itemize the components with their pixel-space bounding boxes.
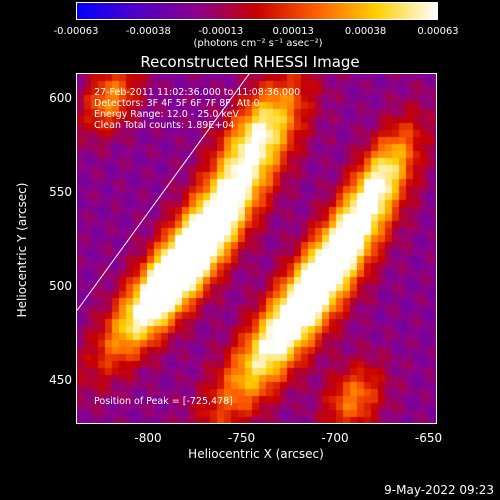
colorbar-tick-label: -0.00038 bbox=[125, 26, 171, 37]
annotation-detectors: Detectors: 3F 4F 5F 6F 7F 8F, Att 0 bbox=[94, 98, 260, 109]
colorbar-tick-label: -0.00013 bbox=[198, 26, 244, 37]
colorbar-tick-label: 0.00038 bbox=[344, 26, 387, 37]
colorbar-tick-label: 0.00063 bbox=[417, 26, 459, 37]
annotation-peak-position: Position of Peak = [-725,478] bbox=[94, 396, 233, 407]
colorbar-tick-label: 0.00013 bbox=[272, 26, 314, 37]
x-tick-label: -800 bbox=[134, 431, 162, 445]
y-tick-label: 600 bbox=[49, 91, 72, 106]
colorbar-tick-label: -0.00063 bbox=[53, 26, 99, 37]
x-tick-label: -700 bbox=[321, 431, 349, 445]
footer-timestamp: 9-May-2022 09:23 bbox=[384, 483, 494, 497]
plot-area: 27-Feb-2011 11:02:36.000 to 11:08:36.000… bbox=[76, 73, 437, 424]
annotation-clean: Clean Total counts: 1.89E+04 bbox=[94, 120, 235, 131]
x-tick-label: -650 bbox=[414, 431, 443, 445]
solar-limb-line bbox=[77, 74, 250, 311]
colorbar-unit: (photons cm⁻² s⁻¹ asec⁻²) bbox=[193, 38, 323, 49]
colorbar bbox=[76, 2, 438, 20]
x-tick-label: -750 bbox=[227, 431, 256, 445]
y-tick-label: 550 bbox=[49, 185, 72, 200]
y-tick-label: 450 bbox=[49, 372, 72, 387]
y-tick-label: 500 bbox=[49, 279, 72, 294]
y-axis-label: Heliocentric Y (arcsec) bbox=[15, 182, 29, 318]
annotation-energy: Energy Range: 12.0 - 25.0 keV bbox=[94, 109, 239, 120]
plot-overlay bbox=[77, 74, 250, 311]
heatmap-image bbox=[77, 74, 436, 423]
annotation-time: 27-Feb-2011 11:02:36.000 to 11:08:36.000 bbox=[94, 87, 301, 98]
x-axis-label: Heliocentric X (arcsec) bbox=[188, 447, 324, 461]
chart-title: Reconstructed RHESSI Image bbox=[140, 53, 360, 71]
